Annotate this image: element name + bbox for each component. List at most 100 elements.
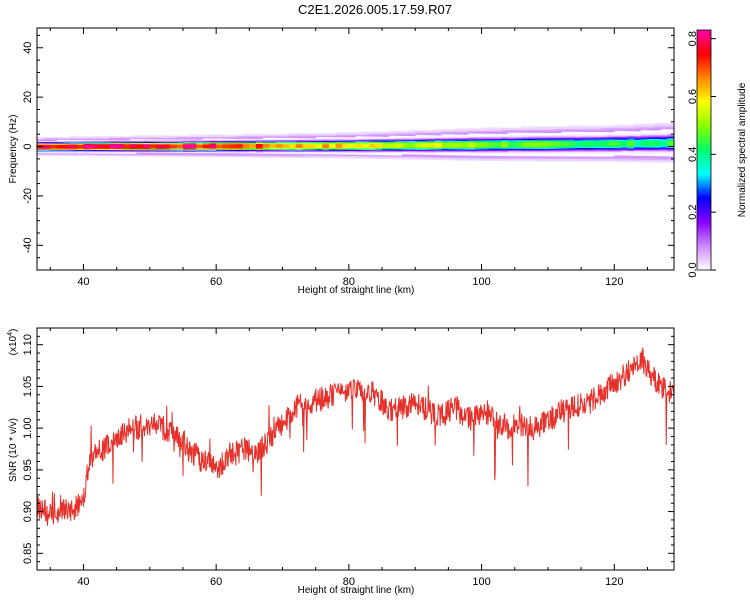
- spectrogram-cell: [149, 137, 157, 140]
- spectrogram-cell: [375, 151, 383, 153]
- spectrogram-cell: [222, 147, 230, 149]
- spectrogram-cell: [382, 151, 389, 153]
- spectrogram-cell: [541, 147, 549, 149]
- spectrogram-cell: [401, 150, 409, 153]
- spectrogram-cell: [90, 152, 98, 154]
- spectrogram-cell: [567, 153, 575, 156]
- spectrogram-cell: [647, 144, 655, 147]
- spectrogram-cell: [342, 135, 350, 138]
- spectrogram-cell: [607, 156, 615, 159]
- spectrogram-cell: [83, 153, 91, 155]
- spectrogram-cell: [415, 153, 423, 155]
- spectrogram-cell: [528, 149, 535, 152]
- spectrogram-cell: [309, 150, 316, 152]
- spectrogram-cell: [521, 157, 529, 159]
- spectrogram-cell: [382, 136, 389, 139]
- spectrogram-cell: [494, 149, 502, 152]
- spectrogram-cell: [601, 141, 608, 144]
- spectrogram-cell: [461, 149, 469, 151]
- spectrogram-cell: [149, 150, 157, 152]
- spectrogram-cell: [594, 129, 602, 131]
- spectrogram-cell: [37, 139, 44, 141]
- spectrogram-cell: [368, 157, 376, 159]
- spectrogram-cell: [395, 130, 403, 133]
- spectrogram-cell: [441, 141, 449, 143]
- colorbar-tick-label: 0.0: [687, 262, 699, 277]
- spectrogram-cell: [401, 153, 409, 155]
- spectrogram-cell: [408, 139, 416, 142]
- spectrogram-cell: [43, 140, 51, 143]
- spectrogram-cell: [594, 156, 602, 158]
- spectrogram-cell: [382, 148, 389, 151]
- spectrogram-cell: [620, 139, 628, 141]
- spectrogram-cell: [368, 143, 376, 146]
- spectrogram-cell: [70, 142, 78, 144]
- spectrogram-cell: [309, 155, 316, 157]
- spectrogram-cell: [441, 147, 449, 150]
- spectrogram-cell: [395, 135, 403, 138]
- spectrogram-cell: [601, 157, 608, 160]
- spectrogram-cell: [587, 146, 595, 149]
- spectrogram-cell: [547, 146, 555, 148]
- spectrogram-cell: [315, 154, 323, 156]
- spectrogram-cell: [229, 155, 237, 158]
- spectrogram-cell: [355, 155, 363, 158]
- spectrogram-cell: [415, 139, 423, 142]
- spectrogram-cell: [587, 132, 595, 135]
- spectrogram-cell: [508, 127, 516, 130]
- spectrogram-cell: [521, 136, 529, 138]
- spectrogram-cell: [196, 135, 204, 138]
- spectrogram-cell: [441, 142, 449, 145]
- spectrogram-cell: [143, 148, 151, 151]
- spectrogram-cell: [508, 136, 516, 138]
- spectrogram-cell: [488, 136, 496, 138]
- spectrogram-cell: [90, 150, 98, 153]
- spectrogram-cell: [169, 141, 177, 144]
- spectrogram-cell: [634, 124, 642, 127]
- spectrogram-cell: [295, 137, 303, 140]
- spectrogram-cell: [620, 150, 628, 153]
- spectrogram-cell: [481, 127, 489, 129]
- spectrogram-cell: [242, 144, 250, 147]
- spectrogram-cell: [401, 135, 409, 138]
- spectrogram-cell: [109, 144, 117, 147]
- spectrogram-cell: [375, 141, 383, 143]
- spectrogram-cell: [382, 157, 389, 160]
- spectrogram-cell: [421, 149, 429, 152]
- spectrogram-cell: [528, 131, 535, 133]
- spectrogram-cell: [401, 141, 409, 144]
- spectrogram-cell: [63, 145, 71, 148]
- spectrogram-cell: [581, 126, 589, 129]
- spectrogram-cell: [654, 151, 662, 153]
- spectrogram-cell: [547, 142, 555, 145]
- spectrogram-cell: [627, 154, 635, 156]
- spectrogram-cell: [508, 139, 516, 142]
- spectrogram-cell: [222, 153, 230, 155]
- spectrogram-cell: [315, 146, 323, 149]
- spectrogram-cell: [421, 136, 429, 138]
- spectrogram-cell: [408, 130, 416, 133]
- spectrogram-cell: [368, 154, 376, 157]
- spectrogram-cell: [262, 138, 270, 141]
- spectrogram-cell: [435, 156, 443, 158]
- spectrogram-cell: [216, 149, 224, 151]
- spectrogram-cell: [581, 136, 589, 139]
- spectrogram-cell: [601, 136, 608, 139]
- spectrogram-cell: [70, 148, 78, 150]
- spectrogram-cell: [441, 140, 449, 142]
- spectrogram-cell: [620, 151, 628, 154]
- spectrogram-cell: [116, 153, 124, 156]
- spectrogram-cell: [342, 150, 350, 153]
- spectrogram-cell: [601, 140, 608, 142]
- spectrogram-cell: [269, 148, 277, 151]
- spectrogram-cell: [581, 153, 589, 156]
- spectrogram-cell: [43, 149, 51, 151]
- spectrogram-cell: [96, 136, 104, 138]
- spectrogram-cell: [236, 152, 243, 154]
- spectrogram-cell: [355, 133, 363, 136]
- spectrogram-cell: [547, 156, 555, 158]
- spectrogram-cell: [116, 148, 124, 151]
- spectrogram-cell: [255, 152, 263, 154]
- spectrogram-cell: [408, 151, 416, 154]
